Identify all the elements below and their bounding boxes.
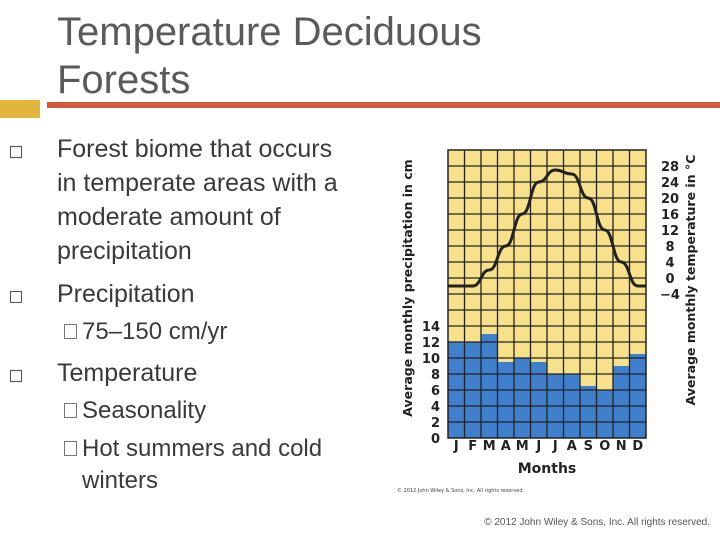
left-tick-label: 14 [422,320,440,335]
precipitation-bar [629,354,646,438]
month-label: D [632,439,643,454]
left-tick-label: 10 [422,352,440,367]
y-axis-label-right: Average monthly temperature in °C [683,155,698,406]
bullet-biome-line-1: Forest biome that occurs [57,135,333,163]
precipitation-bar [497,362,514,438]
title-divider [47,102,720,108]
sub-bullet-seasonality: Seasonality [82,397,207,424]
right-tick-label: 12 [661,224,679,239]
left-tick-label: 6 [431,384,440,399]
bullet-box-icon [10,291,22,303]
bullet-box-icon [10,146,22,158]
sub-bullet-box-icon [64,441,77,456]
month-label: O [599,439,610,454]
y-axis-label-left: Average monthly precipitation in cm [400,159,415,416]
right-tick-label: 4 [665,256,674,271]
month-label: A [567,439,577,454]
month-label: J [453,439,459,454]
footer-copyright: © 2012 John Wiley & Sons, Inc. All right… [484,517,710,528]
month-label: M [483,439,496,454]
left-tick-label: 12 [422,336,440,351]
title-line-1: Temperature Deciduous [57,10,482,54]
x-axis-label: Months [518,461,577,477]
bullet-biome: Forest biome that occurs in temperate ar… [57,132,338,268]
month-label: F [468,439,477,454]
right-tick-label: 20 [661,192,679,207]
bullet-biome-line-3: moderate amount of [57,203,281,231]
month-label: N [616,439,627,454]
right-tick-label: 28 [661,160,679,175]
right-tick-label: −4 [660,288,680,303]
title-accent-bar [0,100,40,118]
right-tick-label: 8 [665,240,674,255]
plot-frame [447,149,647,439]
title-line-2: Forests [57,58,191,102]
month-label: J [535,439,541,454]
sub-bullet-precip-range: 75–150 cm/yr [82,318,228,345]
month-label: J [552,439,558,454]
temperature-line [447,168,646,288]
right-tick-label: 16 [661,208,679,223]
precipitation-bar [514,358,531,438]
right-tick-label: 0 [665,272,674,287]
left-tick-label: 4 [431,400,440,415]
sub-bullet-summers: Hot summers and cold winters [82,433,322,497]
bullet-temperature: Temperature [57,359,198,387]
precipitation-bar [580,386,597,438]
right-tick-label: 24 [661,176,679,191]
chart-credit: © 2012 John Wiley & Sons, Inc. All right… [397,487,525,494]
left-tick-label: 0 [431,432,440,447]
slide-title: Temperature Deciduous Forests [57,8,617,104]
left-tick-label: 2 [431,416,440,431]
sub-bullet-summers-line-2: winters [82,467,159,494]
precipitation-bar [530,362,547,438]
bullet-box-icon [10,370,22,382]
bullet-biome-line-4: precipitation [57,237,192,265]
month-label: S [584,439,593,454]
bullet-precipitation: Precipitation [57,280,195,308]
precipitation-bar [613,366,630,438]
month-label: A [501,439,511,454]
sub-bullet-summers-line-1: Hot summers and cold [82,435,323,462]
month-label: M [516,439,529,454]
left-tick-label: 8 [431,368,440,383]
sub-bullet-box-icon [64,324,77,339]
sub-bullet-box-icon [64,403,77,418]
bullet-biome-line-2: in temperate areas with a [57,169,338,197]
precipitation-bar [481,334,498,438]
precipitation-bar [596,390,613,438]
